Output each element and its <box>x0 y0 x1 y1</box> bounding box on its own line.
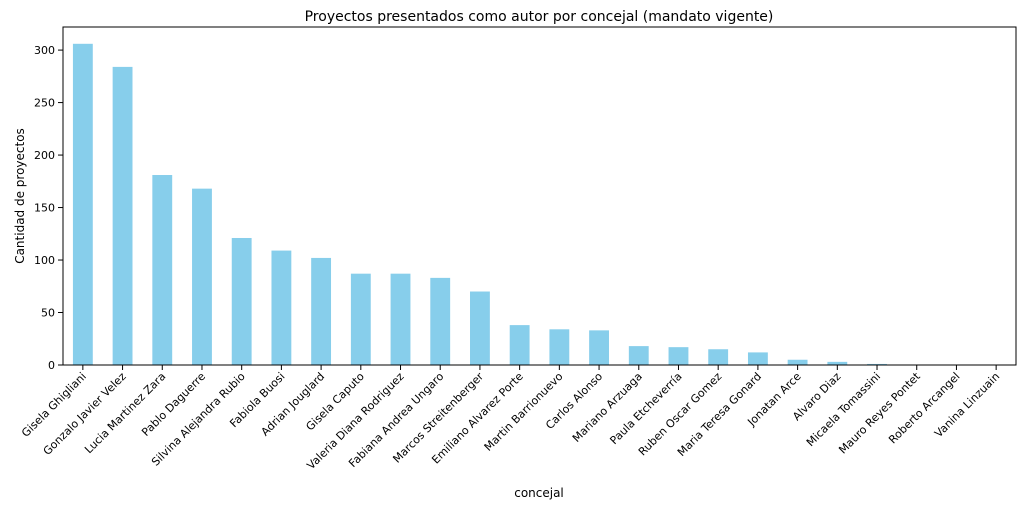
bar <box>787 359 808 365</box>
y-tick-label: 0 <box>48 359 55 372</box>
bar <box>192 188 212 365</box>
bar <box>589 330 609 365</box>
y-tick-label: 250 <box>34 97 55 110</box>
bar <box>350 273 371 365</box>
bar <box>231 237 252 365</box>
bar <box>152 175 173 365</box>
x-tick-label: Roberto Arcangel <box>886 370 962 446</box>
y-tick-label: 200 <box>34 149 55 162</box>
bar <box>509 325 530 365</box>
y-tick-label: 50 <box>41 307 55 320</box>
bar <box>827 361 848 365</box>
x-tick-label: Micaela Tomassini <box>804 370 883 449</box>
bar <box>747 352 768 365</box>
x-tick-label: Mariano Arzuaga <box>570 370 645 445</box>
bar <box>708 349 729 365</box>
y-tick-label: 150 <box>34 202 55 215</box>
bar <box>628 346 649 365</box>
x-axis-label: concejal <box>514 486 564 500</box>
plot-frame <box>62 26 1017 366</box>
bar <box>470 291 490 365</box>
bar <box>549 329 570 365</box>
x-tick-label: Paula Etcheverría <box>607 370 684 447</box>
bar <box>668 347 689 365</box>
bar <box>271 250 292 365</box>
bar <box>311 257 332 365</box>
bar <box>390 273 411 365</box>
y-tick-label: 100 <box>34 254 55 267</box>
bar <box>867 363 887 365</box>
y-axis-label: Cantidad de proyectos <box>13 128 27 264</box>
chart-title: Proyectos presentados como autor por con… <box>305 9 774 25</box>
bar <box>430 277 451 365</box>
bar <box>112 66 133 365</box>
y-tick-label: 300 <box>34 44 55 57</box>
bar <box>72 43 93 366</box>
